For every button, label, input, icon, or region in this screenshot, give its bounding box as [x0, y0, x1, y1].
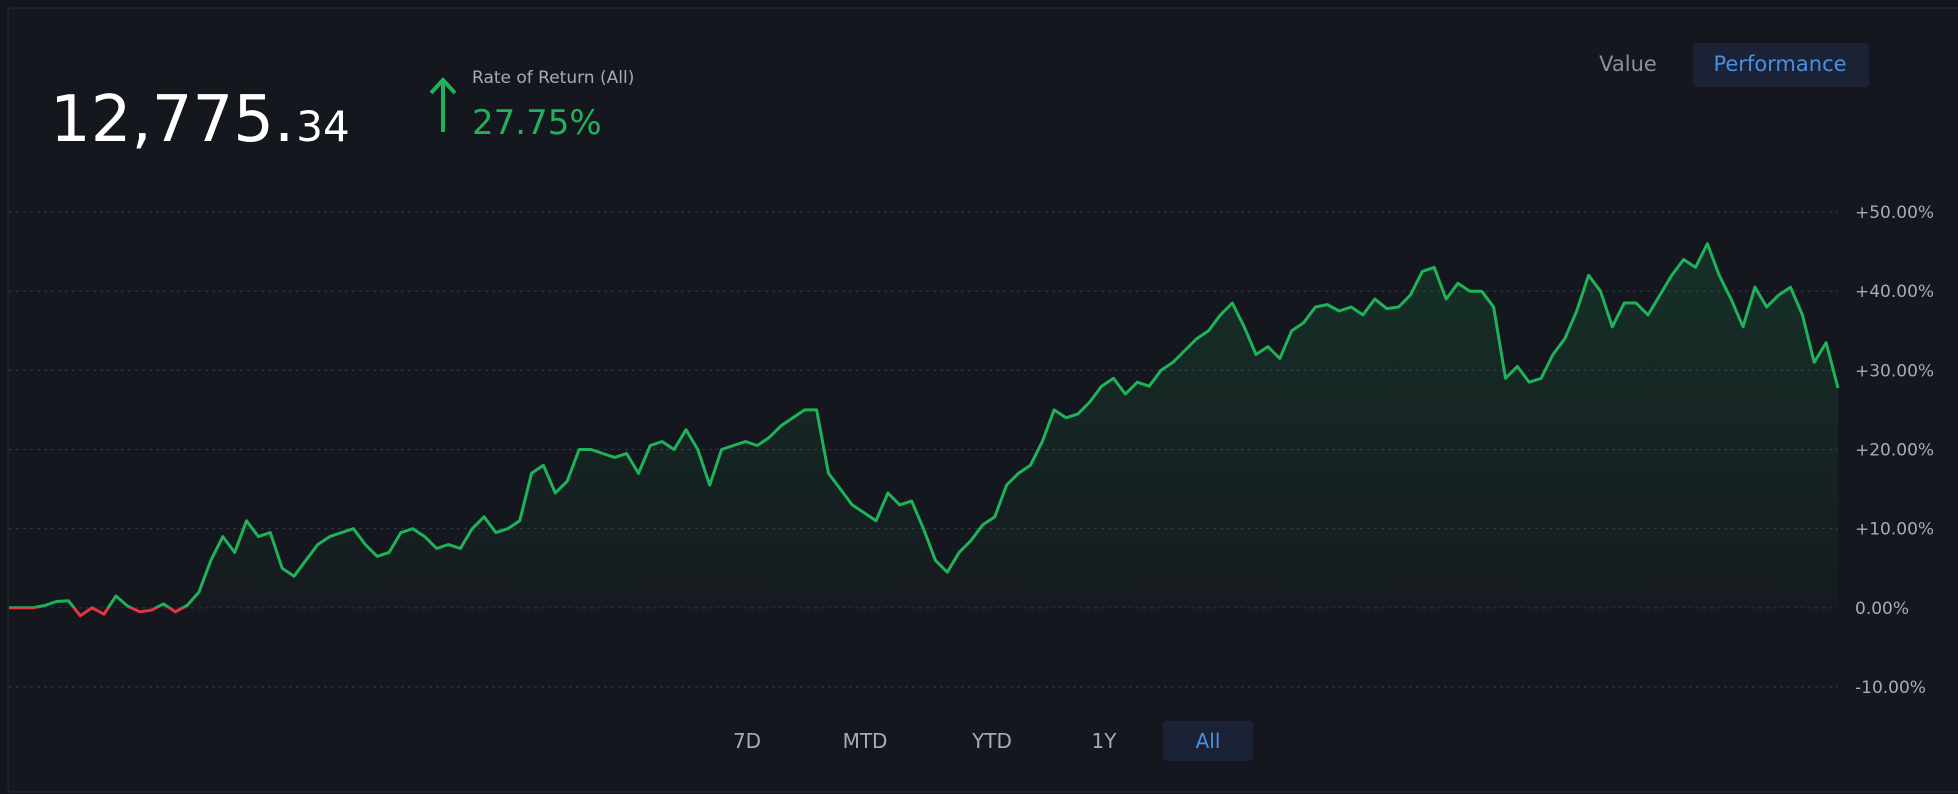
- tab-bg: [1693, 43, 1869, 87]
- up-arrow: [429, 77, 457, 132]
- balance-main: 12,775.: [50, 83, 294, 157]
- y-tick-label: +30.00%: [1855, 361, 1934, 381]
- y-tick-label: 0.00%: [1855, 599, 1909, 619]
- balance-decimals: 34: [296, 102, 349, 151]
- view-tab[interactable]: Performance: [1713, 52, 1846, 76]
- y-tick-label: +10.00%: [1855, 520, 1934, 540]
- range-button[interactable]: All: [1196, 729, 1221, 753]
- range-button[interactable]: YTD: [971, 729, 1012, 753]
- y-tick-label: +20.00%: [1855, 441, 1934, 461]
- range-button[interactable]: 1Y: [1092, 729, 1118, 753]
- range-button[interactable]: MTD: [843, 729, 888, 753]
- range-button[interactable]: 7D: [733, 729, 761, 753]
- line: [9, 242, 1840, 608]
- y-tick-label: +40.00%: [1855, 282, 1934, 302]
- return-label: Rate of Return (All): [472, 68, 634, 88]
- range-bg: [1163, 721, 1253, 761]
- view-tab[interactable]: Value: [1599, 52, 1657, 76]
- return-value: 27.75%: [472, 103, 602, 143]
- y-tick-label: +50.00%: [1855, 203, 1934, 223]
- area: [9, 243, 1838, 608]
- y-tick-label: -10.00%: [1855, 678, 1926, 698]
